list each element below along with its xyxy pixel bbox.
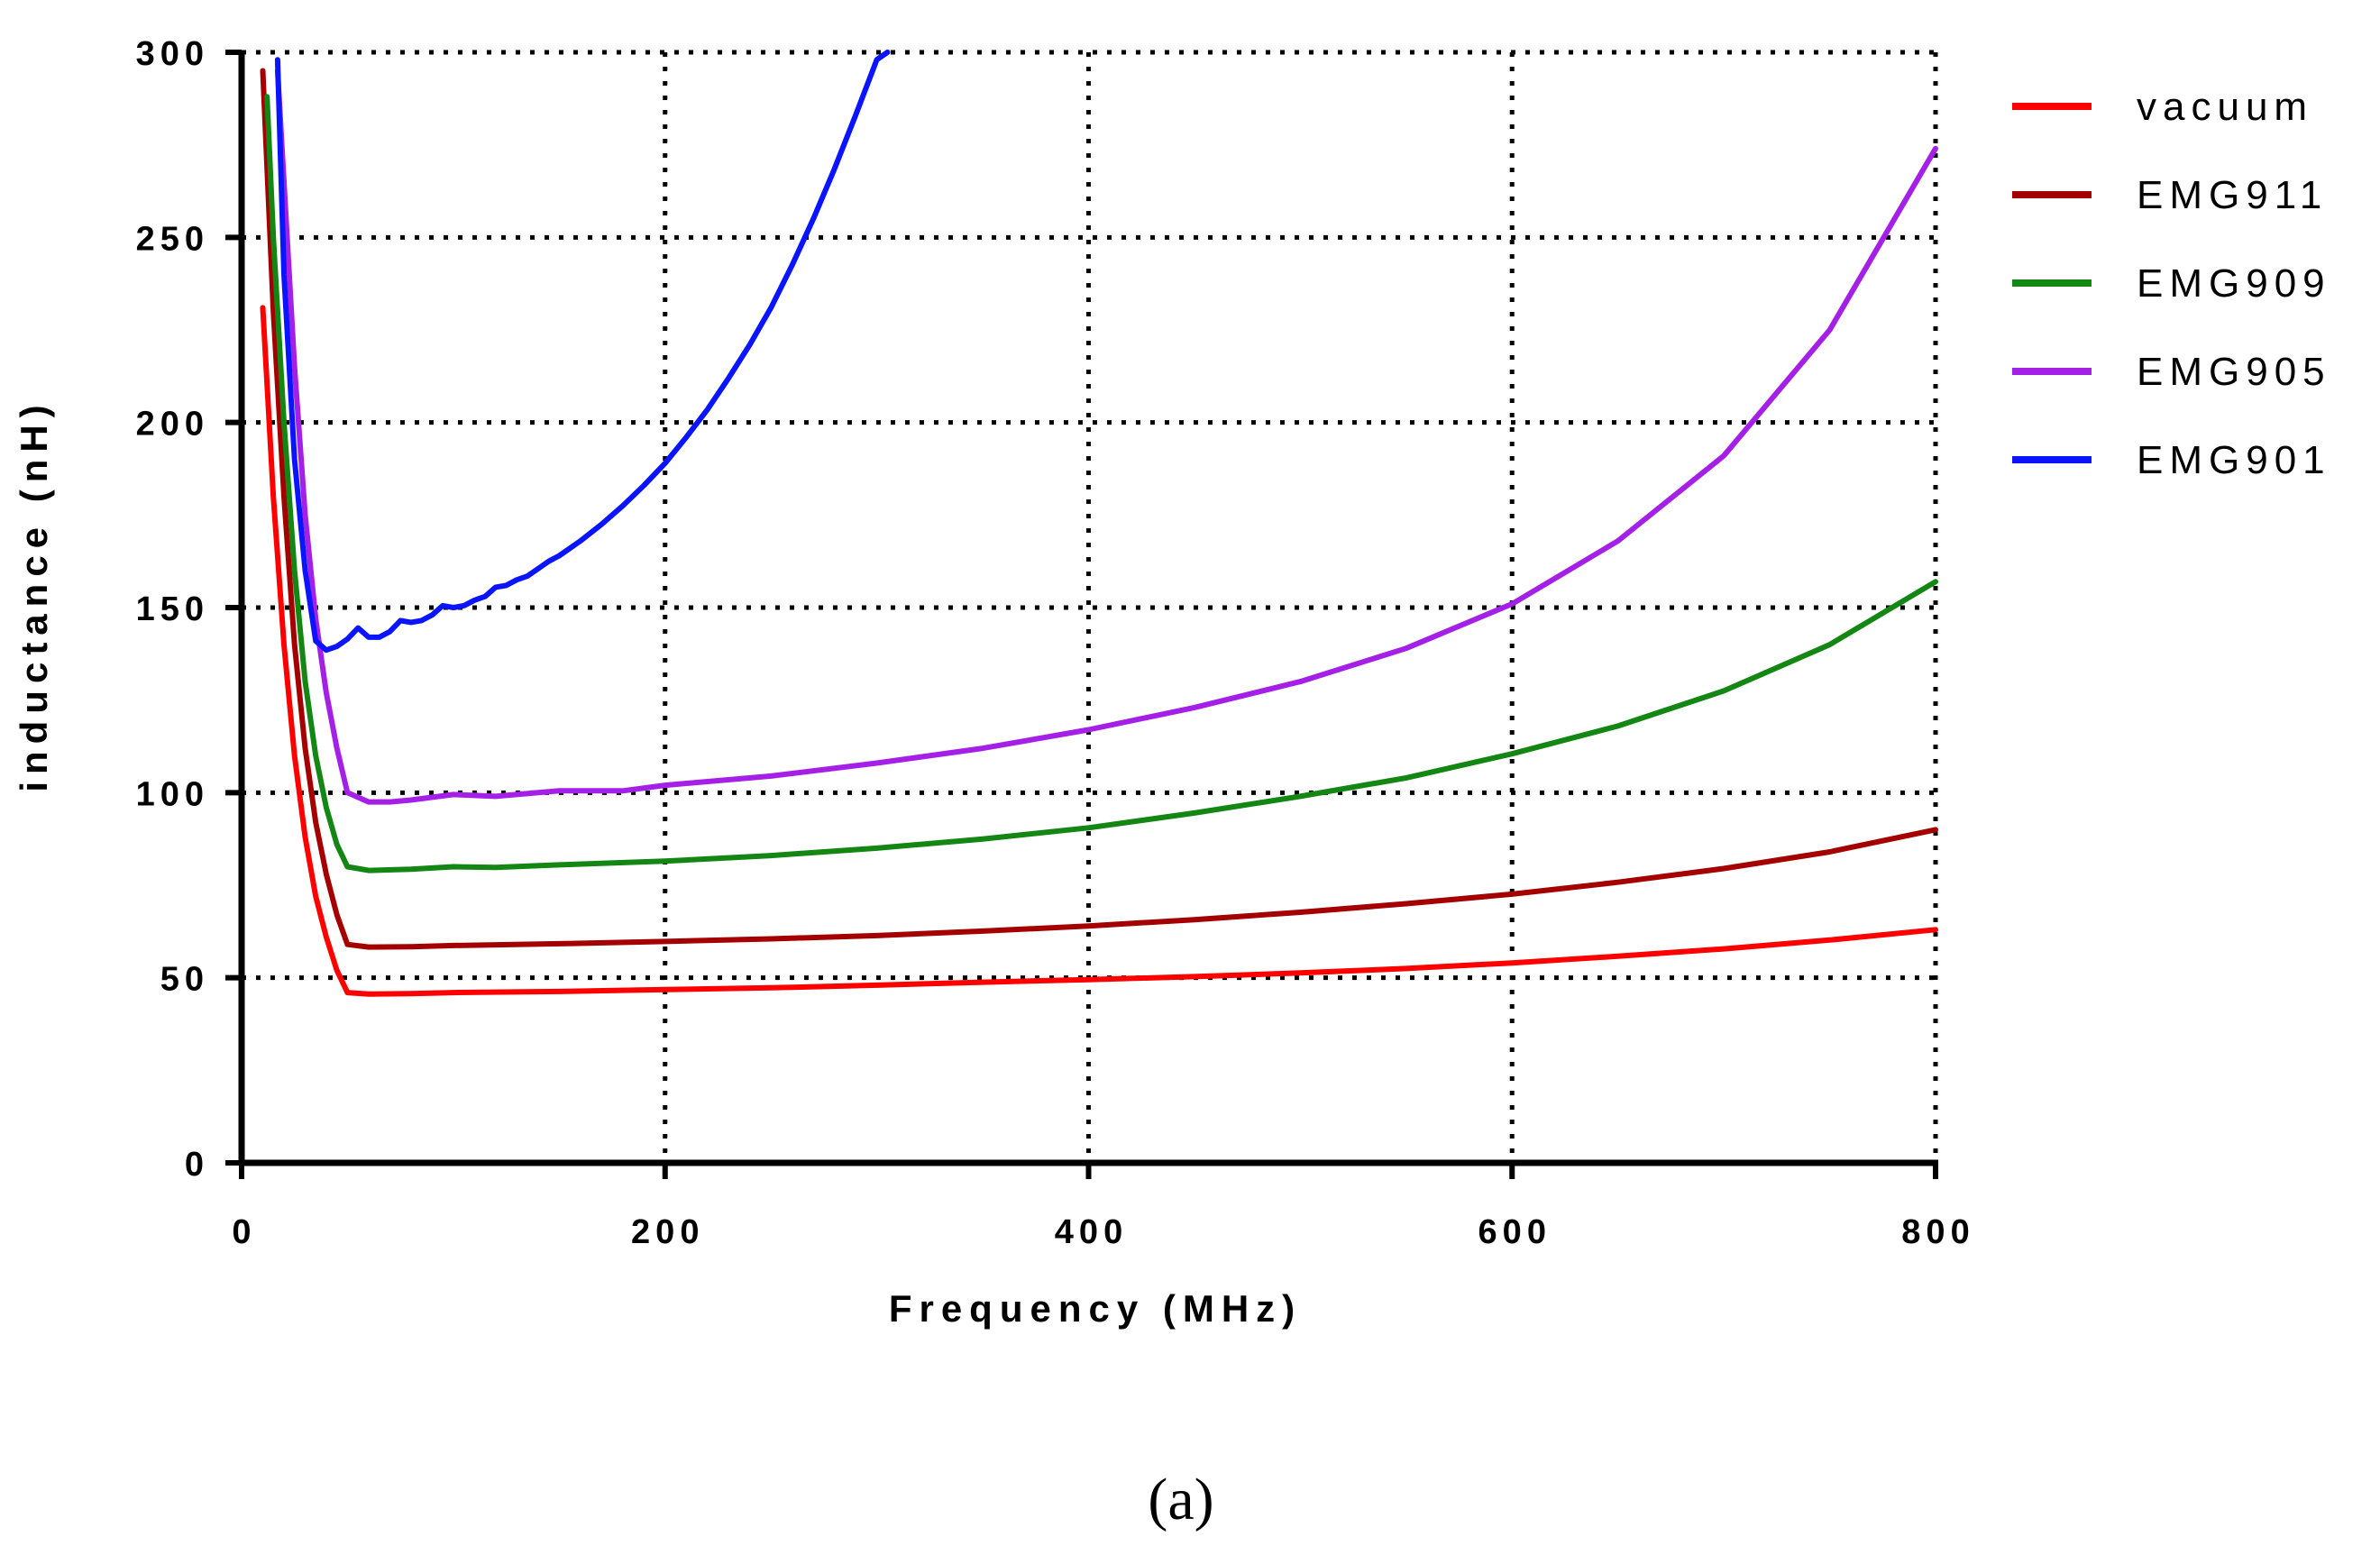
series-lines	[260, 50, 1938, 1166]
y-tick-label: 200	[136, 406, 209, 444]
legend-label-vacuum: vacuum	[2137, 85, 2313, 129]
y-tick-label: 250	[136, 220, 209, 258]
x-tick-labels: 0 200 400 600 800	[232, 1213, 1974, 1251]
series-line-emg901	[274, 50, 891, 654]
y-tick-label: 0	[185, 1146, 209, 1184]
axes	[225, 50, 1938, 1179]
x-tick-label: 200	[631, 1213, 704, 1251]
y-tick-label: 300	[136, 35, 209, 73]
y-tick-labels: 0 50 100 150 200 250 300	[136, 35, 209, 1184]
series-line-emg911	[260, 68, 1938, 950]
y-tick-label: 50	[160, 961, 209, 999]
y-tick-label: 150	[136, 590, 209, 628]
legend: vacuum EMG911 EMG909 EMG905 EMG901	[2012, 85, 2331, 482]
legend-label-emg901: EMG901	[2137, 438, 2331, 482]
x-axis-title: Frequency (MHz)	[889, 1287, 1302, 1330]
legend-label-emg911: EMG911	[2137, 173, 2328, 217]
gridlines	[242, 50, 1938, 1163]
x-tick-label: 600	[1478, 1213, 1552, 1251]
y-tick-label: 100	[136, 775, 209, 813]
series-line-emg909	[264, 94, 1938, 873]
y-axis-title: inductance (nH)	[13, 398, 55, 791]
x-tick-label: 0	[232, 1213, 256, 1251]
legend-label-emg909: EMG909	[2137, 261, 2331, 306]
legend-label-emg905: EMG905	[2137, 350, 2331, 394]
figure-caption: (a)	[1148, 1467, 1213, 1532]
x-tick-label: 800	[1901, 1213, 1974, 1251]
x-tick-label: 400	[1055, 1213, 1128, 1251]
series-line-vacuum	[260, 305, 1938, 997]
series-line-emg905	[274, 68, 1938, 805]
